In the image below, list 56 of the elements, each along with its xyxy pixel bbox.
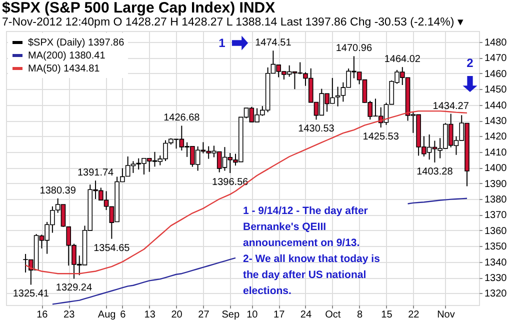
y-tick-label: 1340 bbox=[484, 257, 508, 268]
text: 1396.56 bbox=[212, 177, 248, 188]
x-tick-label: Oct bbox=[325, 310, 341, 320]
y-tick-label: 1360 bbox=[484, 226, 508, 237]
y-tick-label: 1400 bbox=[484, 163, 508, 174]
annotation: 1 - 9/14/12 - The day after Bernanke's QEIII announcement on 9/13. bbox=[243, 205, 368, 249]
text: 1329.24 bbox=[56, 282, 92, 294]
text: 1325.41 bbox=[12, 288, 49, 300]
y-tick-label: 1330 bbox=[484, 273, 508, 284]
text: 1430.53 bbox=[298, 124, 334, 135]
text: 1425.53 bbox=[362, 132, 399, 143]
y-tick-label: 1430 bbox=[484, 116, 508, 127]
text: 1464.02 bbox=[384, 54, 420, 66]
y-tick-label: 1460 bbox=[484, 68, 508, 80]
text: 1474.51 bbox=[255, 38, 292, 49]
y-tick-label: 1370 bbox=[484, 210, 508, 222]
x-tick-label: 27 bbox=[198, 310, 210, 320]
annotation: 1 bbox=[218, 36, 226, 50]
text: 1426.68 bbox=[164, 112, 200, 124]
x-tick-label: 17 bbox=[274, 310, 286, 320]
text: 1380.39 bbox=[40, 185, 76, 196]
x-tick-label: 15 bbox=[381, 310, 393, 320]
annotation: 2 bbox=[466, 56, 474, 70]
x-tick-label: 16 bbox=[36, 310, 48, 320]
x-tick-label: 8 bbox=[357, 310, 364, 320]
y-tick-label: 1450 bbox=[484, 84, 508, 96]
y-tick-label: 1390 bbox=[484, 178, 508, 190]
x-tick-label: 13 bbox=[144, 310, 156, 320]
chart-subtitle: 7-Nov-2012 12:40pm O 1428.27 H 1428.27 L 1388.14 Last 1397.86 Chg -30.53 (-2.14%) ▾ bbox=[2, 16, 464, 28]
y-tick-label: 1420 bbox=[484, 132, 508, 143]
y-tick-label: 1350 bbox=[484, 242, 508, 253]
text: 1434.27 bbox=[432, 100, 469, 112]
legend-label: $SPX (Daily) 1397.86 bbox=[28, 38, 125, 48]
annotation: 2- We all know that today is the day after US national elections. bbox=[243, 253, 380, 297]
x-tick-label: 6 bbox=[120, 310, 126, 320]
x-tick-label: 23 bbox=[64, 310, 76, 320]
legend-label: MA(200) 1380.41 bbox=[28, 50, 106, 62]
y-tick-label: 1410 bbox=[484, 147, 508, 158]
x-tick-label: 10 bbox=[246, 310, 258, 320]
text: 1470.96 bbox=[336, 43, 372, 54]
y-tick-label: 1380 bbox=[484, 194, 508, 206]
x-tick-label: 22 bbox=[408, 310, 420, 320]
x-tick-label: Aug bbox=[98, 310, 116, 320]
text: 1403.28 bbox=[416, 166, 453, 178]
x-tick-label: 24 bbox=[300, 310, 312, 320]
x-tick-label: 20 bbox=[171, 310, 183, 320]
text: 1354.65 bbox=[94, 242, 130, 254]
y-tick-label: 1480 bbox=[484, 37, 508, 48]
text: 1391.74 bbox=[77, 168, 114, 179]
legend-label: MA(50) 1434.81 bbox=[28, 64, 100, 74]
chart-title: $SPX (S&P 500 Large Cap Index) INDX bbox=[2, 0, 276, 16]
y-tick-label: 1440 bbox=[484, 100, 508, 112]
x-tick-label: Sep bbox=[222, 310, 240, 320]
y-tick-label: 1320 bbox=[484, 288, 508, 300]
y-tick-label: 1470 bbox=[484, 53, 508, 64]
x-tick-label: Nov bbox=[437, 310, 455, 320]
